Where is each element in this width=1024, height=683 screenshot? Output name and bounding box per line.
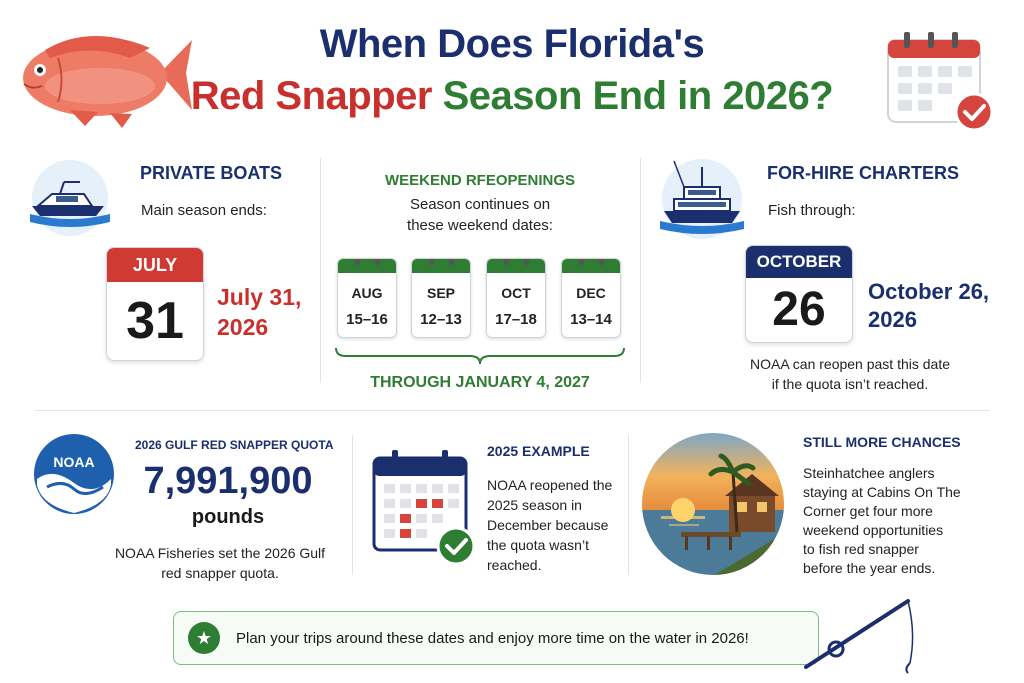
chances-line: staying at Cabins On The [803,484,961,500]
boat-icon [30,160,110,236]
calendar-day: 31 [126,292,184,350]
weekend-calendar-oct: OCT 17–18 [486,258,546,338]
weekend-calendar-dec: DEC 13–14 [561,258,621,338]
weekend-through-date: THROUGH JANUARY 4, 2027 [370,374,590,391]
weekend-subtext: Season continues on these weekend dates: [320,194,640,236]
private-boats-subtext: Main season ends: [141,202,267,219]
quota-note-line1: NOAA Fisheries set the 2026 Gulf [114,545,326,561]
page-title-line2: Red Snapper Season End in 2026? [0,74,1024,119]
weekend-month: OCT [501,285,531,301]
red-snapper-fish-icon [23,35,192,128]
quota-unit: pounds [191,506,265,528]
quota-note: NOAA Fisheries set the 2026 Gulf red sna… [100,543,340,583]
weekend-subtext-line2: these weekend dates: [407,217,553,234]
weekend-month: SEP [426,285,455,301]
footer-text: Plan your trips around these dates and e… [236,630,749,647]
weekend-days: 12–13 [420,311,462,328]
star-icon: ★ [188,622,220,654]
weekend-month: AUG [351,285,383,301]
calendar-month: OCTOBER [746,246,852,278]
quota-value: 7,991,900 [143,460,313,502]
example-heading: 2025 EXAMPLE [487,443,590,459]
chances-line: to fish red snapper [803,541,919,557]
end-date-line2: 2026 [217,314,269,340]
weekend-days: 17–18 [495,311,537,328]
weekend-days: 15–16 [346,311,388,328]
quota-heading: 2026 GULF RED SNAPPER QUOTA [135,438,334,452]
sunset-cabin-icon [642,433,784,575]
calendar-day: 26 [772,283,826,336]
chances-text: Steinhatchee anglers staying at Cabins O… [803,464,961,578]
title-red-snapper: Red Snapper [190,74,433,118]
private-boats-calendar: JULY 31 [106,247,204,361]
example-line: reached. [487,557,542,573]
bracket-icon [335,347,625,365]
note-line2: if the quota isn’t reached. [771,376,929,392]
example-line: the quota wasn’t [487,537,589,553]
weekend-heading: WEEKEND RFEOPENINGS [384,172,576,189]
chances-line: Corner get four more [803,503,933,519]
quota-note-line2: red snapper quota. [161,565,279,581]
chances-heading: STILL MORE CHANCES [803,434,961,450]
private-boats-end-date: July 31, 2026 [217,282,301,342]
page-title-line1: When Does Florida's [319,22,705,66]
weekend-days: 13–14 [570,311,612,328]
footer-banner: ★ Plan your trips around these dates and… [173,611,819,665]
for-hire-heading: FOR-HIRE CHARTERS [767,163,959,183]
example-text: NOAA reopened the 2025 season in Decembe… [487,475,612,575]
example-line: December because [487,517,609,533]
noaa-logo-icon: NOAA [34,434,114,514]
for-hire-subtext: Fish through: [768,202,856,219]
end-date-line1: July 31, [217,284,302,310]
chances-line: weekend opportunities [803,522,944,538]
chances-line: before the year ends. [803,560,936,576]
calendar-marked-icon [372,450,476,566]
weekend-subtext-line1: Season continues on [409,196,551,213]
weekend-calendar-sep: SEP 12–13 [411,258,471,338]
note-line1: NOAA can reopen past this date [749,356,950,372]
fishing-rod-icon [804,599,914,674]
end-date-line1: October 26, [868,279,990,304]
for-hire-end-date: October 26, 2026 [868,278,989,334]
example-line: 2025 season in [487,497,582,513]
calendar-check-icon [887,32,994,132]
example-line: NOAA reopened the [487,477,613,493]
weekend-month: DEC [576,285,606,301]
private-boats-heading: PRIVATE BOATS [140,163,283,183]
for-hire-calendar: OCTOBER 26 [745,245,853,343]
end-date-line2: 2026 [868,307,917,332]
title-season-end: Season End in 2026? [442,74,834,118]
charter-boat-icon [660,159,744,239]
noaa-logo-text: NOAA [53,454,94,470]
calendar-month: JULY [107,248,203,282]
chances-line: Steinhatchee anglers [803,465,935,481]
weekend-calendar-aug: AUG 15–16 [337,258,397,338]
for-hire-note: NOAA can reopen past this date if the qu… [700,354,1000,394]
